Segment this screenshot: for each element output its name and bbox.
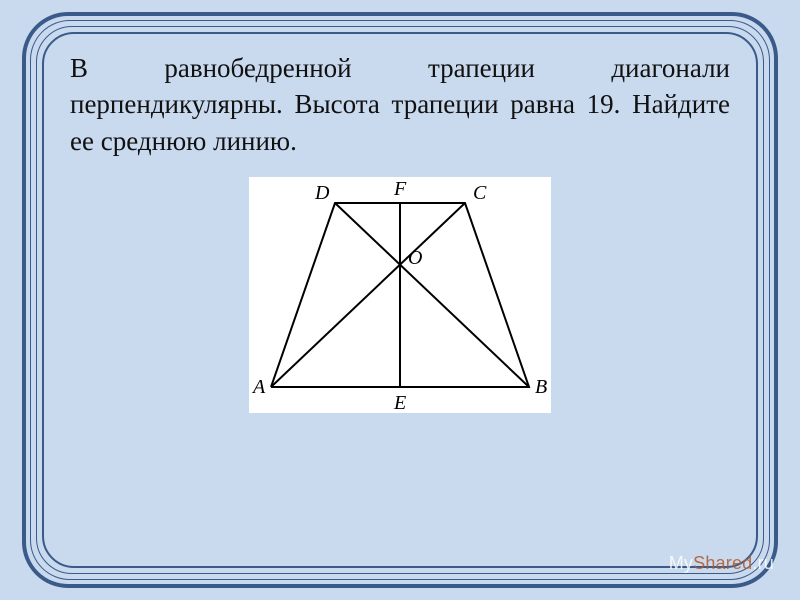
point-label-F: F: [393, 178, 407, 200]
point-label-D: D: [314, 182, 330, 204]
point-label-C: C: [473, 182, 487, 204]
slide-content: В равнобедренной трапеции диагонали перп…: [70, 50, 730, 413]
problem-text: В равнобедренной трапеции диагонали перп…: [70, 50, 730, 159]
watermark-suffix: .ru: [752, 553, 774, 573]
point-label-A: A: [251, 376, 266, 398]
figure-container: A B C D E F O: [70, 177, 730, 413]
point-label-O: O: [408, 247, 422, 269]
point-label-E: E: [393, 392, 406, 413]
watermark-prefix: My: [669, 553, 693, 573]
trapezoid-diagram: A B C D E F O: [249, 177, 551, 413]
watermark-accent: Shared: [693, 553, 752, 573]
point-label-B: B: [535, 376, 547, 398]
watermark: MyShared.ru: [669, 553, 774, 574]
